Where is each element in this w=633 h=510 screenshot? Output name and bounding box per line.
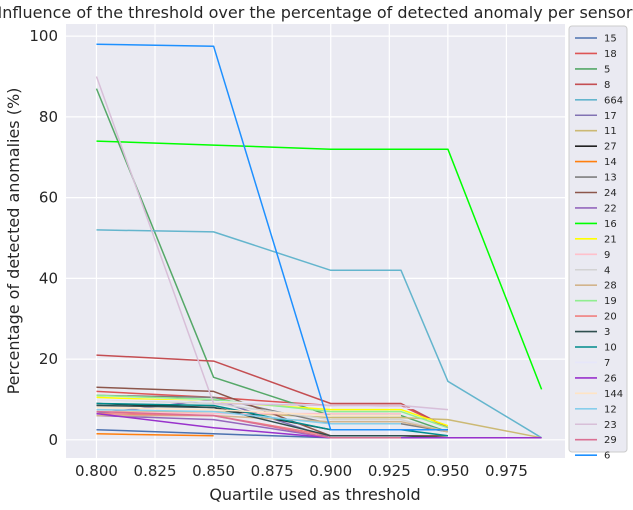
- series-line-29: [96, 410, 401, 439]
- x-tick-label: 0.925: [368, 462, 411, 480]
- legend-label-664: 664: [604, 95, 623, 106]
- series-line-144: [96, 406, 401, 417]
- legend-label-11: 11: [604, 126, 617, 137]
- legend-label-4: 4: [604, 265, 610, 276]
- tick-labels: 0.800 0.825 0.850 0.875 0.900 0.925 0.950 0.975…: [29, 27, 528, 480]
- y-tick-label: 100: [29, 27, 58, 45]
- x-tick-label: 0.950: [426, 462, 469, 480]
- legend-label-20: 20: [604, 312, 617, 323]
- legend-label-22: 22: [604, 203, 617, 214]
- legend-label-9: 9: [604, 250, 610, 261]
- y-axis-label: Percentage of detected anomalies (%): [4, 88, 23, 395]
- legend-label-19: 19: [604, 296, 617, 307]
- legend-label-27: 27: [604, 142, 617, 153]
- y-tick-label: 20: [39, 350, 58, 368]
- series-line-19: [96, 394, 449, 429]
- legend-label-18: 18: [604, 49, 617, 60]
- series-line-14: [96, 433, 214, 437]
- legend-label-21: 21: [604, 234, 617, 245]
- x-tick-label: 0.850: [192, 462, 235, 480]
- legend-label-23: 23: [604, 420, 617, 431]
- legend-label-10: 10: [604, 343, 617, 354]
- series-line-7: [96, 398, 448, 411]
- legend-label-29: 29: [604, 435, 617, 446]
- legend-label-26: 26: [604, 373, 617, 384]
- series-line-9: [96, 410, 401, 415]
- x-tick-label: 0.825: [134, 462, 177, 480]
- series-line-3: [96, 404, 448, 439]
- legend-label-144: 144: [604, 389, 623, 400]
- legend-label-13: 13: [604, 173, 617, 184]
- series-line-16: [96, 140, 543, 390]
- grid: [66, 24, 565, 458]
- legend-label-3: 3: [604, 327, 610, 338]
- legend-label-16: 16: [604, 219, 617, 230]
- legend-label-15: 15: [604, 34, 617, 45]
- x-tick-label: 0.900: [309, 462, 352, 480]
- legend-label-12: 12: [604, 404, 617, 415]
- y-tick-label: 60: [39, 189, 58, 207]
- x-tick-label: 0.975: [485, 462, 528, 480]
- legend-label-8: 8: [604, 80, 610, 91]
- y-tick-label: 40: [39, 269, 58, 287]
- series-line-4: [96, 398, 449, 433]
- legend-label-28: 28: [604, 281, 617, 292]
- series-lines: [95, 43, 543, 439]
- legend-label-5: 5: [604, 64, 610, 75]
- series-line-664: [96, 229, 542, 439]
- legend: 15 18 5 8 664 17 11 27 14 13 24 22 16 21 9 4 28 19 20 3 10 7 2…: [568, 25, 628, 462]
- y-tick-label: 0: [48, 431, 58, 449]
- series-line-23: [95, 76, 448, 411]
- y-tick-label: 80: [39, 108, 58, 126]
- x-axis-label: Quartile used as threshold: [209, 485, 420, 504]
- x-tick-label: 0.800: [75, 462, 118, 480]
- plot-area: [66, 24, 565, 458]
- legend-label-6: 6: [604, 451, 610, 462]
- legend-label-7: 7: [604, 358, 610, 369]
- legend-box: [568, 25, 628, 453]
- x-tick-label: 0.875: [251, 462, 294, 480]
- legend-label-17: 17: [604, 111, 617, 122]
- series-line-12: [96, 408, 401, 425]
- series-line-6: [96, 43, 448, 431]
- legend-label-14: 14: [604, 157, 617, 168]
- legend-label-24: 24: [604, 188, 617, 199]
- series-line-8: [96, 354, 449, 429]
- chart-title: Influence of the threshold over the perc…: [0, 3, 633, 22]
